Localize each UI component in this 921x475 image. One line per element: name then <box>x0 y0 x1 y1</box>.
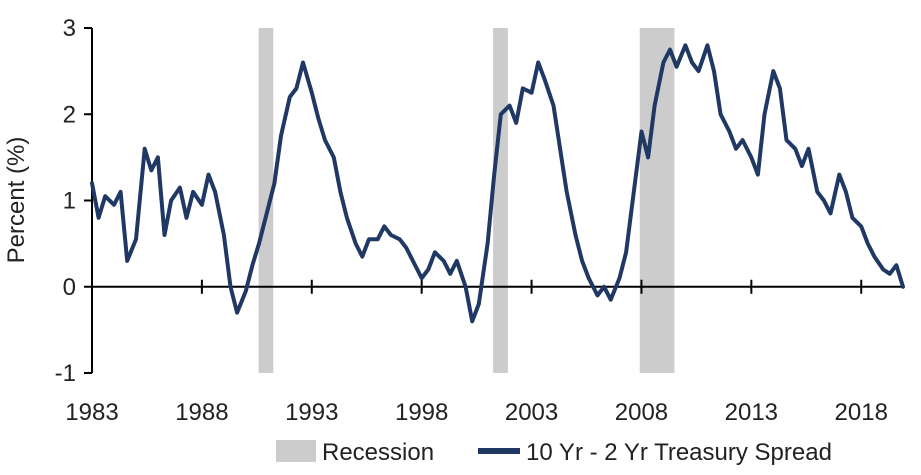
x-tick-label: 2013 <box>725 399 778 426</box>
x-tick-label: 2003 <box>505 399 558 426</box>
x-tick-label: 2008 <box>615 399 668 426</box>
series-line-spread <box>90 43 905 324</box>
recession-bands <box>258 28 675 373</box>
series-layer <box>90 43 905 324</box>
x-tick-label: 1988 <box>175 399 228 426</box>
x-tick-label: 1993 <box>285 399 338 426</box>
legend-swatch-recession <box>276 440 316 462</box>
y-tick-label: -1 <box>55 360 76 387</box>
legend: Recession 10 Yr - 2 Yr Treasury Spread <box>276 439 832 466</box>
legend-label-recession: Recession <box>322 439 434 466</box>
y-tick-label: 3 <box>63 15 76 42</box>
x-tick-label: 1998 <box>395 399 448 426</box>
y-tick-label: 0 <box>63 274 76 301</box>
y-tick-label: 2 <box>63 101 76 128</box>
y-ticks: -1 0 1 2 3 <box>55 15 92 387</box>
legend-label-spread: 10 Yr - 2 Yr Treasury Spread <box>526 439 832 466</box>
y-axis-title: Percent (%) <box>3 137 30 264</box>
y-tick-label: 1 <box>63 188 76 215</box>
recession-band-1 <box>493 28 508 373</box>
x-tick-label: 2018 <box>835 399 888 426</box>
x-ticks: 1983 1988 1993 1998 2003 2008 2013 2018 <box>65 279 888 426</box>
x-tick-label: 1983 <box>65 399 118 426</box>
recession-band-2 <box>639 28 675 373</box>
